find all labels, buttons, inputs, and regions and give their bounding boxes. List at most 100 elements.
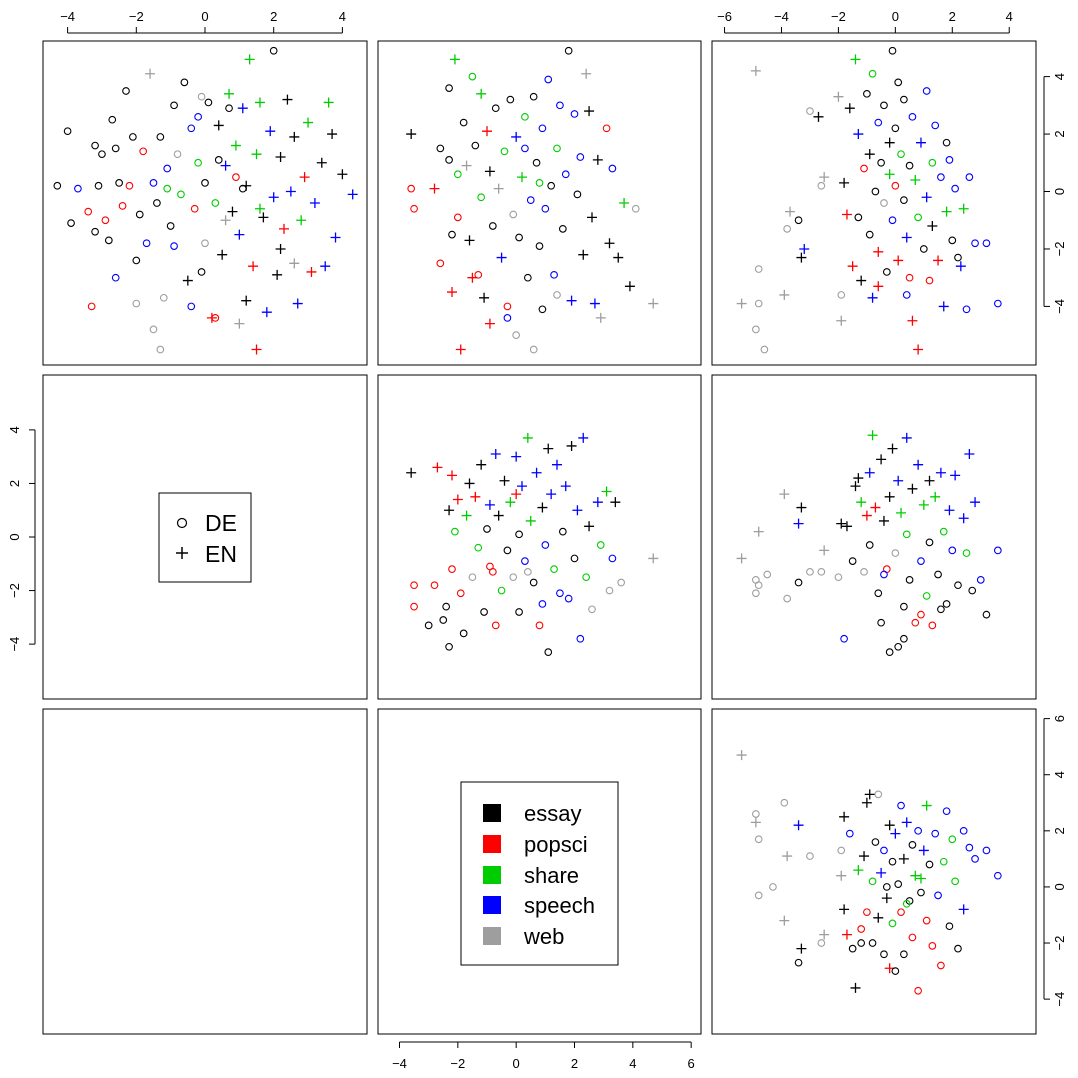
data-point — [780, 798, 789, 807]
data-point — [503, 546, 512, 555]
data-point — [933, 255, 944, 266]
data-point — [204, 98, 213, 107]
data-point — [753, 526, 764, 537]
data-point — [610, 497, 621, 508]
data-point — [853, 473, 864, 484]
data-point — [891, 124, 900, 133]
data-point — [521, 144, 529, 153]
data-point — [754, 581, 763, 590]
data-point — [448, 230, 456, 239]
data-point — [227, 206, 238, 217]
data-point — [436, 259, 445, 268]
panel-points-row1-col3 — [736, 46, 1002, 355]
data-point — [543, 443, 554, 454]
data-point — [841, 929, 852, 940]
data-point — [982, 239, 991, 248]
data-point — [624, 281, 635, 292]
data-point — [529, 578, 538, 587]
data-point — [442, 602, 451, 611]
data-point — [908, 112, 917, 121]
data-point — [201, 179, 209, 187]
data-point — [891, 181, 900, 190]
data-point — [104, 236, 113, 245]
data-point — [187, 124, 196, 133]
data-point — [945, 156, 954, 164]
data-point — [476, 459, 487, 470]
x-tick-label: 0 — [513, 1056, 520, 1071]
data-point — [880, 101, 888, 110]
data-point — [268, 192, 279, 203]
data-point — [570, 110, 579, 118]
data-point — [474, 543, 483, 552]
data-point — [836, 315, 847, 326]
data-point — [581, 68, 592, 79]
x-tick-label: −2 — [450, 1056, 465, 1071]
x-tick-label: 2 — [949, 9, 956, 24]
data-point — [945, 922, 954, 931]
data-point — [876, 454, 887, 465]
data-point — [864, 149, 875, 160]
data-point — [558, 225, 567, 233]
data-point — [881, 893, 892, 904]
data-point — [922, 87, 931, 95]
panel-points-row1-col2 — [406, 46, 659, 355]
data-point — [578, 249, 589, 260]
data-point — [888, 46, 897, 55]
data-point — [424, 621, 433, 630]
data-point — [819, 172, 830, 183]
data-point — [272, 269, 283, 280]
data-point — [962, 305, 971, 314]
data-point — [111, 273, 120, 282]
data-point — [833, 91, 844, 102]
data-point — [948, 546, 957, 555]
data-point — [292, 298, 303, 309]
data-point — [156, 133, 165, 141]
chart-axes: −4 −2 0 2 4 −6 −4 −2 0 2 4 −4 −2 0 2 4 −4 −2 0 2 4 −4 −2 0 2 4 6 −4… — [7, 9, 1067, 1071]
data-point — [877, 618, 885, 627]
data-point — [406, 129, 417, 140]
data-point — [850, 481, 861, 492]
data-point — [873, 281, 884, 292]
data-point — [964, 448, 975, 459]
data-point — [894, 78, 903, 87]
data-point — [94, 181, 103, 190]
data-point — [132, 299, 141, 308]
data-point — [871, 838, 880, 846]
data-point — [913, 459, 924, 470]
y-tick-label: 4 — [1052, 771, 1067, 778]
data-point — [910, 175, 921, 186]
data-point — [931, 121, 940, 130]
data-point — [884, 820, 895, 831]
data-point — [750, 817, 761, 828]
data-point — [108, 115, 117, 124]
data-point — [914, 986, 922, 995]
data-point — [484, 499, 495, 510]
data-point — [538, 600, 547, 608]
y-tick-label: −4 — [1052, 299, 1067, 314]
data-point — [841, 521, 852, 532]
data-point — [604, 238, 615, 249]
y-tick-label: −2 — [1052, 242, 1067, 257]
data-point — [299, 172, 310, 183]
data-point — [917, 888, 925, 897]
data-point — [541, 541, 550, 549]
data-point — [796, 943, 807, 954]
data-point — [145, 68, 156, 79]
data-point — [876, 867, 887, 878]
data-point — [796, 252, 807, 263]
data-point — [941, 206, 952, 217]
data-point — [937, 173, 945, 181]
data-point — [902, 291, 911, 299]
data-point — [868, 69, 877, 78]
data-point — [541, 204, 550, 213]
data-point — [194, 112, 202, 121]
data-point — [608, 554, 617, 563]
data-point — [834, 573, 843, 582]
data-point — [958, 904, 969, 915]
data-point — [564, 46, 573, 55]
y-tick-label: 0 — [7, 533, 22, 540]
x-tick-label: 6 — [688, 1056, 695, 1071]
data-point — [860, 567, 868, 576]
data-point — [900, 196, 908, 204]
y-tick-label: 4 — [1052, 73, 1067, 80]
